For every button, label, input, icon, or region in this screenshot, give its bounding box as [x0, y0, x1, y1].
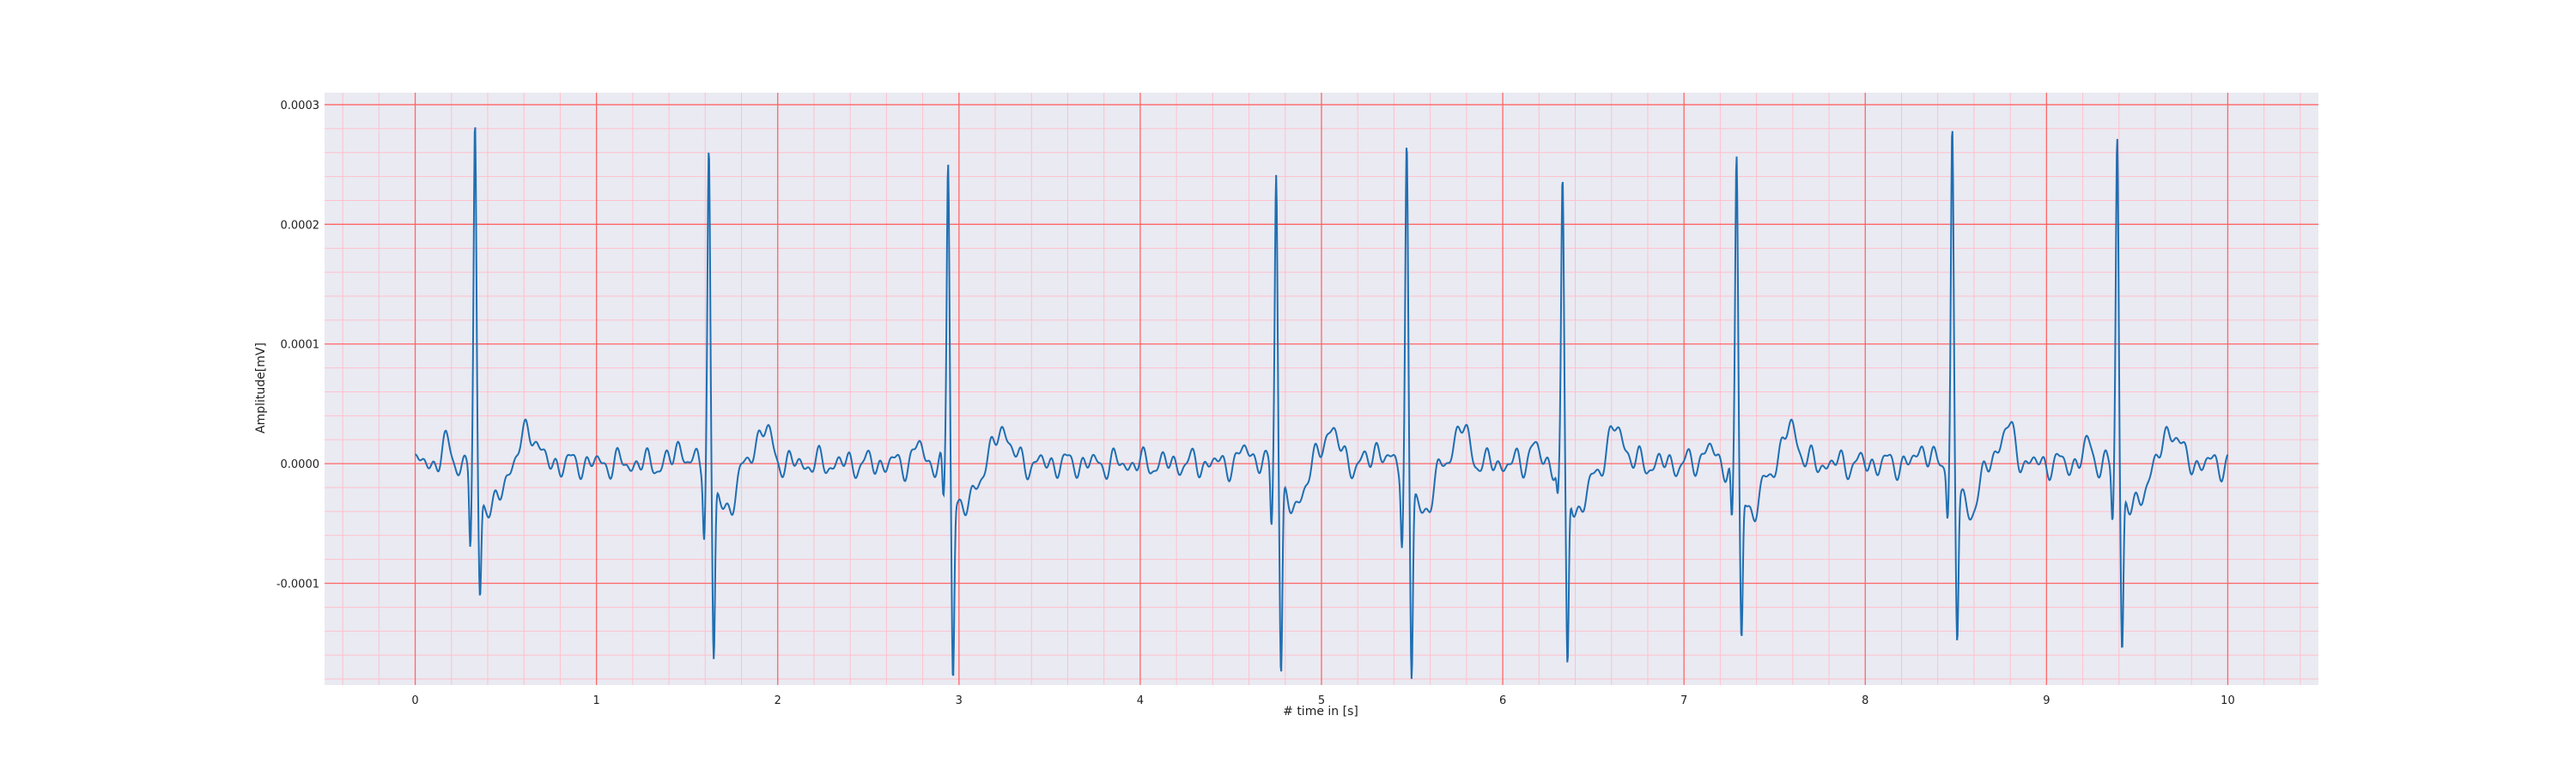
ecg-signal-line: [415, 127, 2229, 679]
x-tick-label: 7: [1680, 694, 1687, 707]
y-axis-label: Amplitude[mV]: [254, 343, 268, 433]
x-tick-label: 4: [1137, 694, 1144, 707]
x-axis-label: # time in [s]: [1283, 705, 1358, 718]
x-tick-label: 6: [1499, 694, 1506, 707]
x-tick-label: 9: [2043, 694, 2050, 707]
x-tick-label: 10: [2221, 694, 2235, 707]
y-tick-labels: -0.0001 0.0000 0.0001 0.0002 0.0003: [276, 100, 319, 591]
x-tick-label: 5: [1318, 694, 1325, 707]
x-tick-label: 8: [1862, 694, 1868, 707]
x-tick-label: 0: [411, 694, 418, 707]
x-tick-label: 1: [592, 694, 599, 707]
y-tick-label: 0.0002: [281, 219, 320, 232]
series-group: [415, 127, 2229, 679]
y-tick-label: -0.0001: [276, 579, 319, 591]
major-grid: [325, 93, 2318, 685]
x-tick-labels: 0 1 2 3 4 5 6 7 8 9 10: [411, 694, 2234, 707]
x-tick-label: 2: [775, 694, 781, 707]
x-tick-label: 3: [956, 694, 963, 707]
y-tick-label: 0.0003: [281, 100, 320, 112]
y-tick-label: 0.0000: [281, 458, 320, 471]
y-tick-label: 0.0001: [281, 339, 320, 352]
